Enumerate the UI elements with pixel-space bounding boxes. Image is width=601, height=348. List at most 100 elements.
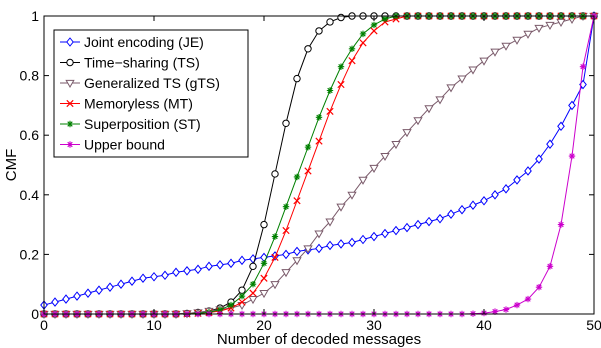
legend-entry: Time−sharing (TS) [60,55,200,71]
data-point [238,298,246,306]
data-point [436,213,444,224]
data-point [249,281,257,288]
data-point [469,200,477,211]
data-point [424,105,434,114]
data-point [238,255,246,266]
data-point [446,84,456,93]
data-point [227,258,235,269]
data-point [402,129,412,138]
data-point [325,218,335,227]
data-point [380,152,390,162]
data-point [370,231,378,242]
data-point [546,263,554,270]
data-point [51,297,59,307]
legend-marker [66,120,74,128]
data-point [568,100,576,111]
data-point [348,45,356,52]
legend-label: Time−sharing (TS) [84,55,200,71]
legend-entry: Joint encoding (JE) [60,34,204,50]
data-point [579,63,587,70]
data-point [337,63,345,70]
data-point [326,18,334,26]
data-point [271,253,279,262]
data-point [216,306,224,314]
data-point [314,230,324,239]
legend-label: Memoryless (MT) [84,96,193,112]
data-point [282,203,290,210]
data-point [557,221,565,228]
legend-box [53,29,249,158]
legend-label: Superposition (ST) [84,116,201,132]
data-point [348,237,356,248]
x-tick-label: 10 [146,317,162,333]
legend-label: Upper bound [84,137,165,153]
data-point [403,222,411,233]
data-point [369,164,379,173]
data-point [172,267,180,278]
data-point [62,294,70,304]
data-point [391,141,401,150]
data-point [282,119,290,127]
data-point [183,265,191,276]
data-point [502,184,510,194]
data-point [238,286,246,294]
data-point [490,48,500,57]
data-point [161,270,169,281]
data-point [358,176,368,185]
data-point [337,80,345,89]
data-point [326,107,334,115]
y-tick-label: 0.6 [20,127,40,143]
data-point [359,39,367,47]
legend-entry: Generalized TS (gTS) [60,75,220,91]
data-point [259,290,269,299]
data-point [546,139,554,149]
data-point [106,282,114,292]
data-point [479,57,489,66]
legend-marker [65,79,75,89]
legend-entry: Superposition (ST) [60,116,201,132]
data-point [315,114,323,121]
data-point [326,87,334,94]
x-tick-label: 40 [476,317,492,333]
data-point [248,296,258,305]
y-axis-label: CMF [3,149,20,182]
plot-frame [43,15,595,315]
y-tick-label: 1 [31,8,39,24]
data-point [347,191,357,200]
data-point [337,13,345,22]
data-point [292,257,302,266]
y-tick-label: 0 [31,306,39,322]
data-point [535,283,543,291]
data-point [425,216,433,227]
data-point [447,209,455,219]
x-tick-label: 0 [40,317,48,333]
axes-layer: 0 10 20 30 40 50 0 0.2 0.4 0.6 0.8 1 [20,8,601,333]
data-point [501,42,511,51]
y-tick-label: 0.2 [20,246,40,262]
x-tick-label: 50 [586,317,601,333]
data-point [523,30,533,39]
data-point [73,291,81,301]
data-point [491,189,499,200]
data-point [535,154,543,164]
data-point [381,228,389,239]
x-tick-label: 30 [366,317,382,333]
legend-label: Joint encoding (JE) [84,34,204,50]
legend-entry: Memoryless (MT) [60,96,193,112]
data-point [194,264,202,275]
data-point [271,170,279,178]
data-point [249,262,257,271]
data-point [260,274,268,282]
data-point [260,220,268,229]
data-point [150,271,158,282]
data-point [414,219,422,230]
legend-entry: Upper bound [60,137,165,153]
data-point [491,308,499,315]
data-point [281,269,291,278]
data-point [370,21,378,29]
data-point [128,276,136,287]
legend: Joint encoding (JE) Time−sharing (TS) Gene… [53,29,249,158]
data-point [392,225,400,236]
legend-marker [66,58,74,67]
data-point [282,226,290,235]
